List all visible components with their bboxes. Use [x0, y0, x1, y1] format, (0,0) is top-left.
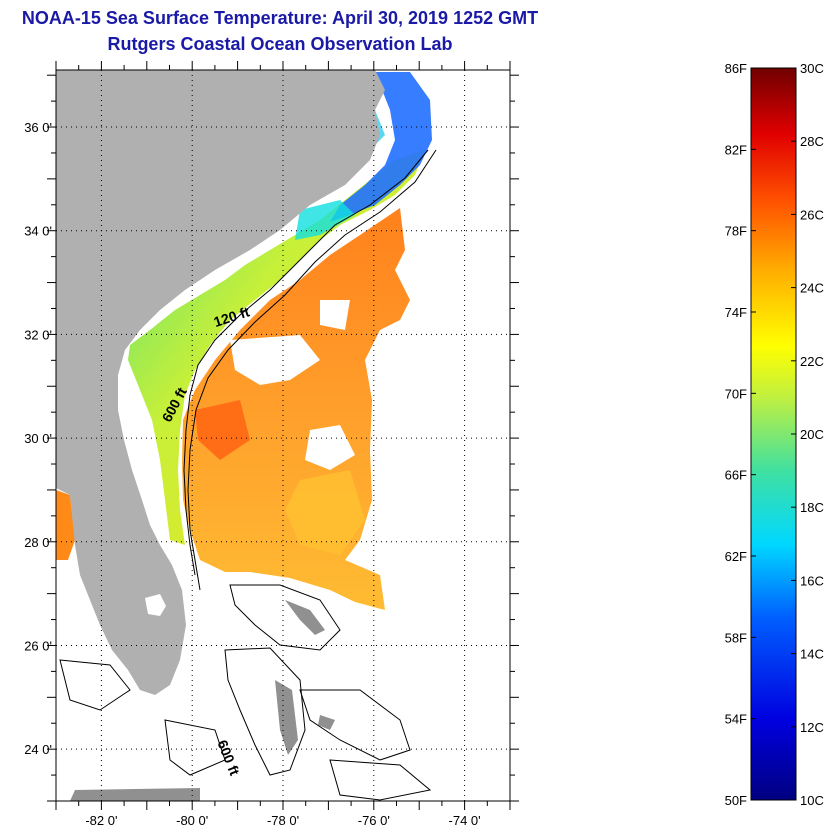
colorbar-celsius-labels: 30C 28C 26C 24C 22C 20C 18C 16C 14C 12C 10C: [800, 61, 824, 808]
map-subtitle: Rutgers Coastal Ocean Observation Lab: [107, 34, 453, 54]
isobath-120ft: [183, 149, 429, 576]
lake-okeechobee: [145, 594, 166, 616]
land-southeast-us: [56, 70, 385, 695]
cloud-gap: [320, 300, 350, 330]
colorbar-label-c: 28C: [800, 134, 824, 149]
warm-patch: [285, 470, 365, 555]
cloud-gap: [230, 335, 320, 385]
graticule: [56, 70, 510, 801]
lat-tick-label: 32 0': [24, 327, 52, 342]
bahamas-islands: [70, 600, 335, 801]
sst-colorbar: [750, 67, 797, 801]
lat-tick-label: 28 0': [24, 535, 52, 550]
colorbar-label-f: 54F: [725, 712, 747, 727]
colorbar-label-f: 50F: [725, 793, 747, 808]
lon-tick-label: -74 0': [449, 813, 481, 828]
lat-tick-label: 34 0': [24, 224, 52, 239]
lat-tick-label: 36 0': [24, 120, 52, 135]
colorbar-label-c: 26C: [800, 207, 824, 222]
colorbar-label-f: 66F: [725, 468, 747, 483]
latitude-labels: 36 0' 34 0' 32 0' 30 0' 28 0' 26 0' 24 0': [24, 120, 52, 757]
isobath-600ft: [187, 149, 437, 591]
colorbar-label-c: 18C: [800, 500, 824, 515]
bahamas-banks: [59, 584, 432, 801]
colorbar-label-f: 70F: [725, 386, 747, 401]
longitude-labels: -82 0' -80 0' -78 0' -76 0' -74 0': [85, 813, 480, 828]
colorbar-label-c: 22C: [800, 354, 824, 369]
warm-patch: [195, 400, 250, 460]
lon-tick-label: -76 0': [358, 813, 390, 828]
colorbar-label-f: 78F: [725, 224, 747, 239]
lon-tick-label: -80 0': [176, 813, 208, 828]
colorbar-label-c: 12C: [800, 720, 824, 735]
lat-tick-label: 30 0': [24, 431, 52, 446]
colorbar-label-f: 86F: [725, 61, 747, 76]
frame-ticks: [47, 61, 519, 810]
shelf-water-sst: [128, 150, 425, 545]
colorbar-fahrenheit-labels: 86F 82F 78F 74F 70F 66F 62F 58F 54F 50F: [725, 61, 747, 808]
colorbar-label-c: 20C: [800, 427, 824, 442]
lat-tick-label: 24 0': [24, 742, 52, 757]
colorbar-label-c: 10C: [800, 793, 824, 808]
cold-shelf-water: [330, 72, 432, 222]
colorbar-label-c: 30C: [800, 61, 824, 76]
colorbar-ticks: [751, 67, 796, 801]
colorbar-label-f: 74F: [725, 305, 747, 320]
colorbar-label-c: 24C: [800, 281, 824, 296]
gulf-of-mexico-sst: [56, 490, 75, 560]
lon-tick-label: -82 0': [85, 813, 117, 828]
lon-tick-label: -78 0': [267, 813, 299, 828]
map-title: NOAA-15 Sea Surface Temperature: April 3…: [21, 8, 539, 28]
colorbar-label-c: 16C: [800, 573, 824, 588]
lat-tick-label: 26 0': [24, 638, 52, 653]
colorbar-label-c: 14C: [800, 647, 824, 662]
colorbar-label-f: 62F: [725, 549, 747, 564]
cold-shelf-water: [295, 200, 355, 240]
colorbar-label-f: 58F: [725, 630, 747, 645]
cloud-gap: [305, 425, 355, 470]
colorbar-label-f: 82F: [725, 142, 747, 157]
